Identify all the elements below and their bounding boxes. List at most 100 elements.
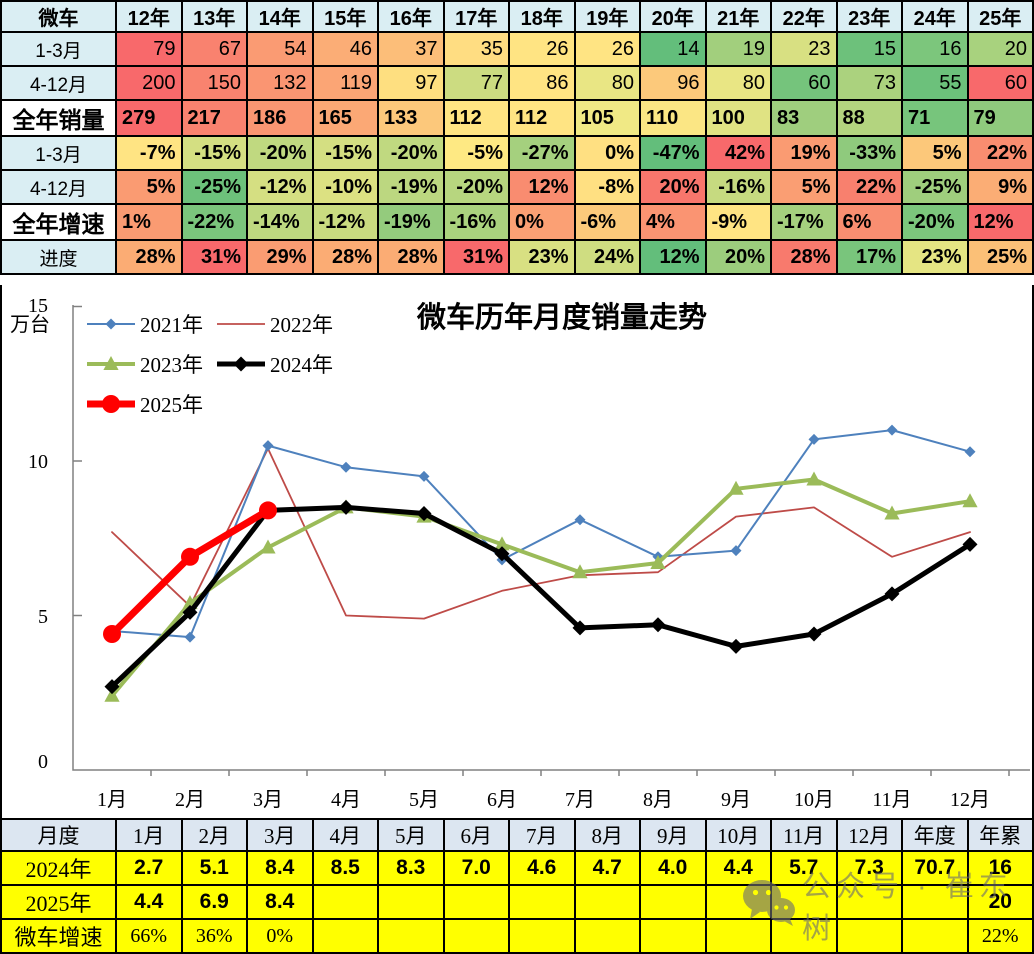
x-tick-label: 12月: [950, 789, 990, 811]
legend-label: 2023年: [140, 353, 203, 377]
cell: 16: [901, 31, 969, 67]
y-tick-label: 0: [38, 751, 48, 773]
cell: 23%: [508, 239, 576, 275]
cell: -6%: [573, 203, 641, 241]
cell: 25%: [966, 239, 1034, 275]
cell: [770, 918, 838, 954]
x-tick-label: 7月: [565, 789, 595, 811]
cell: 83: [770, 99, 838, 137]
cell: [377, 918, 445, 954]
cell: -33%: [835, 135, 903, 171]
cell: 15: [835, 31, 903, 67]
month-header: 年累: [966, 818, 1034, 852]
cell: 79: [966, 99, 1034, 137]
month-header: 5月: [377, 818, 445, 852]
cell: 28%: [770, 239, 838, 275]
year-header: 22年: [770, 0, 838, 33]
month-header: 9月: [639, 818, 707, 852]
cell: 26: [573, 31, 641, 67]
year-header: 13年: [180, 0, 248, 33]
x-tick-label: 5月: [409, 789, 439, 811]
cell: 112: [442, 99, 510, 137]
cell: 4.7: [573, 850, 641, 886]
month-header: 11月: [770, 818, 838, 852]
row-label: 4-12月: [0, 65, 117, 101]
month-header: 12月: [835, 818, 903, 852]
cell: 217: [180, 99, 248, 137]
month-header: 8月: [573, 818, 641, 852]
x-tick-label: 1月: [97, 789, 127, 811]
cell: [770, 884, 838, 920]
cell: 35: [442, 31, 510, 67]
table-row: 4-12月 200 150 132 119 97 77 86 80 96 80 60 73 55 60: [0, 65, 1034, 101]
cell: 5%: [770, 169, 838, 205]
cell: [508, 918, 576, 954]
cell: 54: [246, 31, 314, 67]
month-header: 2月: [180, 818, 248, 852]
cell: 14: [639, 31, 707, 67]
table-row: 进度 28% 31% 29% 28% 28% 31% 23% 24% 12% 20% 28% 17% 23…: [0, 239, 1034, 275]
cell: -20%: [377, 135, 445, 171]
legend-label: 2022年: [270, 313, 333, 337]
cell: 5.7: [770, 850, 838, 886]
cell: 86: [508, 65, 576, 101]
cell: 4.4: [115, 884, 183, 920]
cell: 186: [246, 99, 314, 137]
cell: 119: [311, 65, 379, 101]
cell: [377, 884, 445, 920]
cell: 28%: [311, 239, 379, 275]
year-header: 18年: [508, 0, 576, 33]
cell: 279: [115, 99, 183, 137]
cell: 26: [508, 31, 576, 67]
cell: 60: [966, 65, 1034, 101]
cell: -19%: [377, 203, 445, 241]
cell: -20%: [442, 169, 510, 205]
cell: 132: [246, 65, 314, 101]
legend-item-2024年: 2024年: [217, 353, 333, 377]
cell: -14%: [246, 203, 314, 241]
cell: 12%: [639, 239, 707, 275]
cell: 71: [901, 99, 969, 137]
cell: 20: [966, 31, 1034, 67]
cell: -25%: [180, 169, 248, 205]
cell: -16%: [704, 169, 772, 205]
series-line-2021年: [111, 429, 971, 639]
cell: 19: [704, 31, 772, 67]
table-row: 微车增速 66% 36% 0% 22%: [0, 918, 1034, 954]
cell: [442, 884, 510, 920]
year-header: 12年: [115, 0, 183, 33]
month-header: 4月: [311, 818, 379, 852]
cell: 5%: [901, 135, 969, 171]
month-header: 月度: [0, 818, 117, 852]
cell: 66%: [115, 918, 183, 954]
x-tick-label: 11月: [872, 789, 911, 811]
cell: -15%: [180, 135, 248, 171]
cell: 79: [115, 31, 183, 67]
table-row: 4-12月 5% -25% -12% -10% -19% -20% 12% -8% 20% -16%…: [0, 169, 1034, 205]
cell: -12%: [311, 203, 379, 241]
cell: 23%: [901, 239, 969, 275]
cell: 5.1: [180, 850, 248, 886]
table-row: 全年增速 1% -22% -14% -12% -19% -16% 0% -6% 4% -9% -17%…: [0, 203, 1034, 241]
cell: 80: [704, 65, 772, 101]
year-header: 19年: [573, 0, 641, 33]
row-label: 进度: [0, 239, 117, 275]
cell: 42%: [704, 135, 772, 171]
year-header: 16年: [377, 0, 445, 33]
row-label: 微车增速: [0, 918, 117, 954]
cell: 110: [639, 99, 707, 137]
row-label: 全年增速: [0, 203, 117, 241]
cell: -9%: [704, 203, 772, 241]
series-line-2023年: [110, 477, 972, 698]
cell: 19%: [770, 135, 838, 171]
cell: [311, 918, 379, 954]
table-row: 全年销量 279 217 186 165 133 112 112 105 110 100 83 88 71…: [0, 99, 1034, 137]
cell: 200: [115, 65, 183, 101]
cell: 12%: [508, 169, 576, 205]
row-label: 1-3月: [0, 31, 117, 67]
cell: -8%: [573, 169, 641, 205]
table-row: 1-3月 79 67 54 46 37 35 26 26 14 19 23 15 16 20: [0, 31, 1034, 67]
x-tick-label: 2月: [175, 789, 205, 811]
cell: 12%: [966, 203, 1034, 241]
month-header: 1月: [115, 818, 183, 852]
